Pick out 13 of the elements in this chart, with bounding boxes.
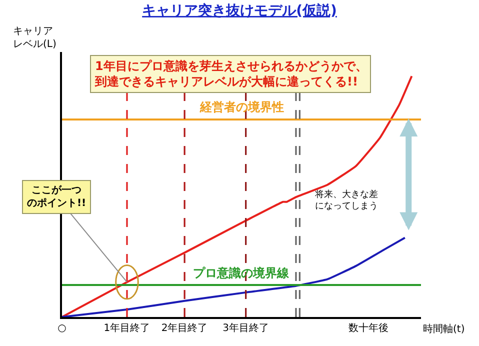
ref-line-label: 経営者の境界性	[199, 100, 284, 114]
annotation: 1年目にプロ意識を芽生えさせられるかどうかで、到達できるキャリアレベルが大幅に違ってくる!!	[94, 59, 368, 89]
x-tick-label: 1年目終了	[104, 322, 150, 334]
x-tick-label: 数十年後	[348, 322, 388, 334]
x-tick-label: ○	[58, 323, 67, 334]
x-axis-title: 時間軸(t)	[423, 323, 465, 335]
y-axis-title: キャリアレベル(L)	[13, 26, 56, 50]
annotation: ここが一つのポイント!!	[27, 185, 86, 209]
x-tick-label: 3年目終了	[222, 322, 270, 334]
x-tick-label: 2年目終了	[161, 322, 208, 334]
chart-title: キャリア突き抜けモデル(仮説)	[142, 2, 337, 19]
ref-line-label: プロ意識の境界線	[193, 266, 290, 280]
annotation: 将来、大きな差になってしまう	[314, 189, 378, 212]
